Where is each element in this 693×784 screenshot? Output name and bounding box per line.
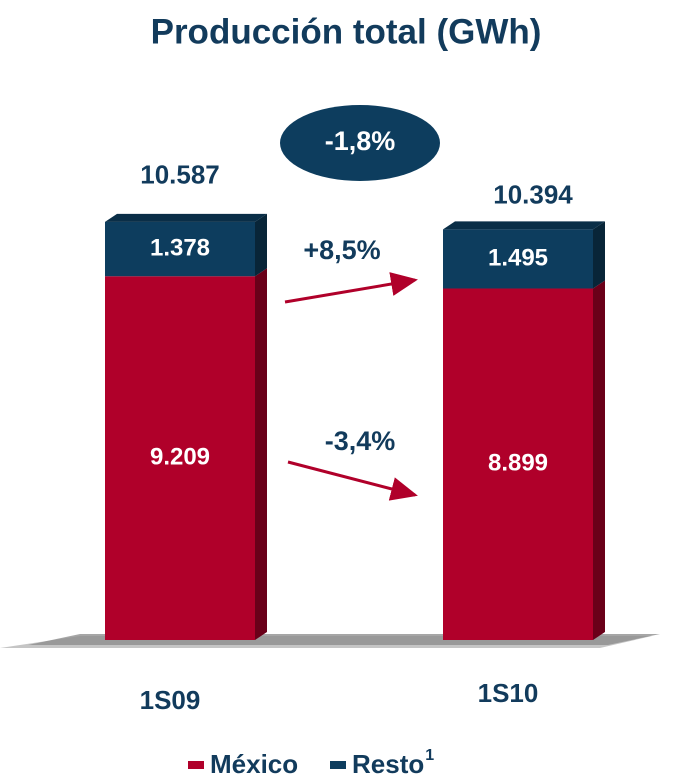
legend-swatch (188, 761, 204, 769)
x-tick-label: 1S10 (478, 678, 539, 708)
change-bubble (280, 105, 440, 181)
value-label: 8.899 (488, 450, 548, 477)
value-label: 9.209 (150, 443, 210, 470)
bar-segment (105, 221, 255, 277)
annotation: -1,8% (325, 126, 396, 156)
bar-side (593, 221, 605, 289)
bar-segment (105, 276, 255, 640)
value-label: 1.495 (488, 244, 548, 271)
bar-top (105, 213, 267, 222)
bar-side (255, 268, 267, 640)
arrow (284, 272, 418, 304)
total-label: 10.394 (493, 179, 573, 209)
value-label: 1.378 (150, 234, 210, 261)
annotation: -3,4% (325, 426, 396, 456)
arrow (287, 460, 418, 501)
legend-label: Resto (352, 749, 424, 779)
legend-footnote: 1 (425, 747, 434, 764)
annotation: +8,5% (303, 235, 380, 265)
bar-segment (443, 288, 593, 640)
bar-side (255, 213, 267, 277)
chart-title: Producción total (GWh) (151, 12, 542, 51)
x-tick-label: 1S09 (140, 685, 201, 715)
bar-segment (443, 229, 593, 289)
legend: México Resto 1 (188, 747, 434, 779)
bar-side (593, 280, 605, 640)
legend-swatch (330, 761, 346, 769)
legend-label: México (210, 749, 298, 779)
bar-top (443, 221, 605, 230)
total-label: 10.587 (140, 160, 220, 190)
